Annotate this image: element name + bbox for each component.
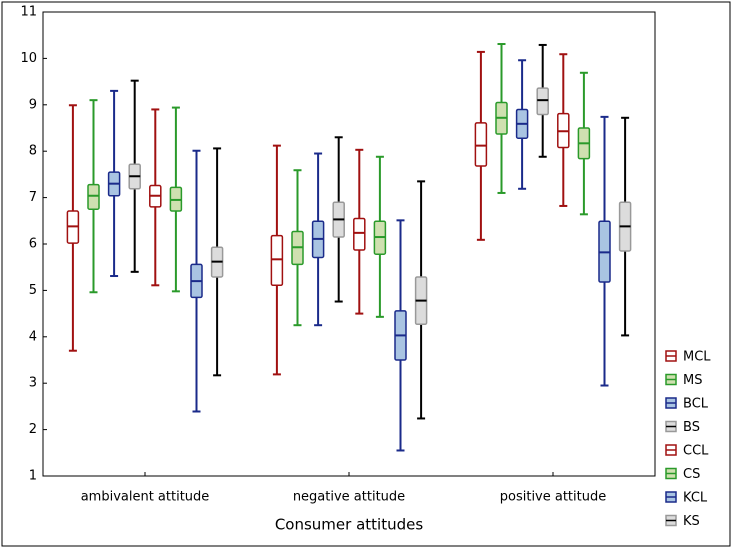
legend-label: KCL [683,491,708,506]
x-axis-title: Consumer attitudes [275,516,424,534]
box [270,234,284,287]
legend-label: BS [683,420,700,435]
box [353,217,366,251]
y-tick-label: 4 [29,329,37,344]
y-tick-label: 11 [20,5,37,20]
legend-label: CCL [683,444,709,459]
legend-label: MS [683,373,702,388]
y-tick-label: 7 [29,190,37,205]
legend-label: BCL [683,397,709,412]
y-tick-label: 3 [29,376,37,391]
x-tick-label: positive attitude [500,490,606,505]
box [474,122,488,167]
y-tick-label: 8 [29,144,37,159]
y-tick-label: 5 [29,283,37,298]
y-tick-label: 1 [29,469,37,484]
x-tick-label: negative attitude [293,490,405,505]
box [536,87,549,116]
y-tick-label: 2 [29,422,37,437]
legend-label: CS [683,467,700,482]
y-tick-label: 6 [29,237,37,252]
y-tick-label: 9 [29,97,37,112]
y-tick-label: 10 [20,51,37,66]
box [87,183,100,210]
x-tick-label: ambivalent attitude [81,490,210,505]
legend-label: MCL [683,350,711,365]
legend-label: KS [683,514,700,529]
